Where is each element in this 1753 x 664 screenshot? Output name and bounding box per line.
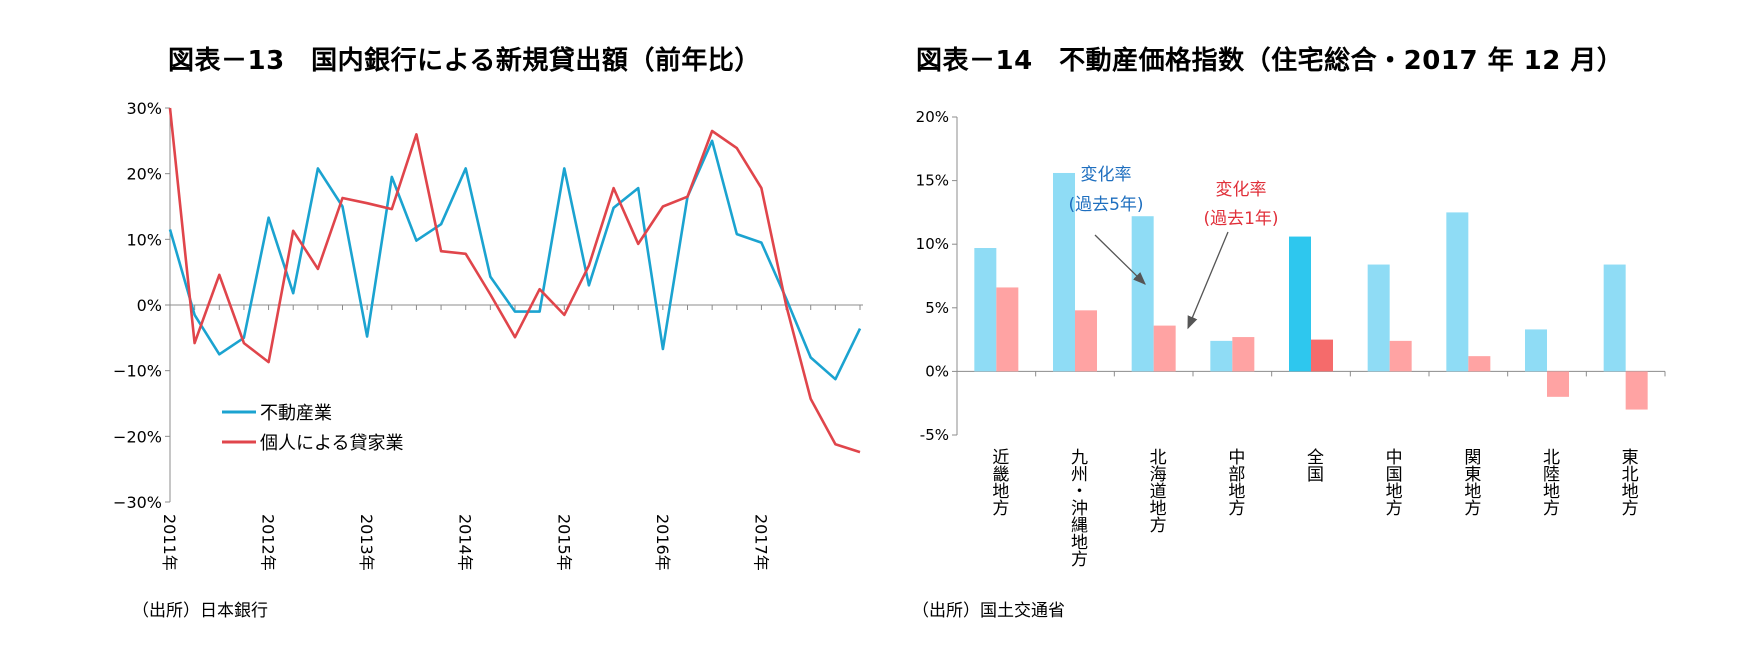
y-tick-label: −20% [113, 427, 162, 446]
annotation-1yr-line1: 変化率 [1216, 180, 1267, 200]
x-category-label: 関東地方 [1460, 448, 1481, 516]
y-tick-label: -5% [920, 426, 949, 444]
bar [1547, 371, 1569, 397]
y-tick-label: 20% [126, 165, 162, 184]
x-category-label: 中国地方 [1382, 448, 1403, 516]
x-tick-label: 2013年 [357, 514, 376, 571]
bar [1468, 356, 1491, 372]
bar [974, 248, 997, 372]
x-category-label: 東北地方 [1618, 448, 1639, 516]
x-tick-label: 2011年 [160, 514, 179, 571]
annotation-5yr-line1: 変化率 [1081, 165, 1132, 185]
annotation-arrow-5yr [1094, 234, 1146, 285]
y-tick-label: 20% [916, 108, 949, 126]
bar [1053, 172, 1075, 372]
y-tick-label: −10% [113, 362, 162, 381]
x-tick-label: 2015年 [554, 514, 573, 571]
legend-label: 不動産業 [260, 403, 332, 424]
bar [1367, 264, 1390, 372]
x-category-label: 北陸地方 [1539, 448, 1560, 516]
y-tick-label: 0% [925, 362, 949, 380]
x-category-label: 北海道地方 [1146, 448, 1167, 533]
left-chart-panel: 図表－13 国内銀行による新規貸出額（前年比） 30% 20% 10% 0% −10% −… [113, 46, 863, 621]
left-chart-title: 図表－13 国内銀行による新規貸出額（前年比） [168, 46, 761, 76]
right-bar-chart: 20% 15% 10% 5% 0% -5% 近畿地方 九州・沖縄地方 北海道地方 中部地方 全国 中国… [916, 108, 1666, 567]
y-tick-label: 10% [916, 235, 949, 253]
bar [1153, 325, 1176, 372]
x-tick-label: 2016年 [653, 514, 672, 571]
bar [1446, 212, 1469, 372]
bar [1289, 236, 1311, 372]
x-category-label: 全国 [1303, 448, 1324, 482]
annotation-1yr-line2: (過去1年) [1203, 209, 1278, 229]
series-line [168, 139, 862, 381]
x-tick-label: 2017年 [751, 514, 770, 571]
series-line [168, 107, 861, 454]
y-tick-label: 5% [925, 299, 949, 317]
y-tick-label: 30% [126, 99, 162, 118]
x-category-label: 中部地方 [1224, 448, 1245, 516]
x-category-label: 近畿地方 [988, 448, 1009, 516]
y-tick-label: 10% [126, 230, 162, 249]
left-line-chart: 30% 20% 10% 0% −10% −20% −30% 2011年 2012年 2013年 20… [113, 99, 863, 571]
legend-label: 個人による貸家業 [260, 433, 403, 454]
right-chart-title: 図表－14 不動産価格指数（住宅総合・2017 年 12 月） [916, 46, 1624, 76]
x-category-label: 九州・沖縄地方 [1067, 448, 1088, 567]
annotation-arrow-1yr [1187, 231, 1229, 330]
annotation-5yr-line2: (過去5年) [1068, 195, 1143, 215]
y-tick-label: −30% [113, 493, 162, 512]
bar [1625, 371, 1648, 410]
y-tick-label: 15% [916, 172, 949, 190]
bar [1311, 339, 1333, 372]
bar [1075, 310, 1097, 372]
right-chart-panel: 図表－14 不動産価格指数（住宅総合・2017 年 12 月） 20% 15% 10… [880, 0, 1753, 664]
bar [1389, 340, 1412, 372]
bar [1210, 340, 1233, 372]
x-tick-label: 2014年 [456, 514, 475, 571]
bar [1232, 337, 1255, 372]
bar [1131, 216, 1154, 372]
bar [1603, 264, 1626, 372]
bar [1525, 329, 1547, 372]
bar [996, 287, 1019, 372]
left-source-note: （出所）日本銀行 [132, 601, 268, 621]
x-tick-label: 2012年 [259, 514, 278, 571]
y-tick-label: 0% [137, 296, 162, 315]
right-source-note: （出所）国土交通省 [912, 601, 1065, 621]
